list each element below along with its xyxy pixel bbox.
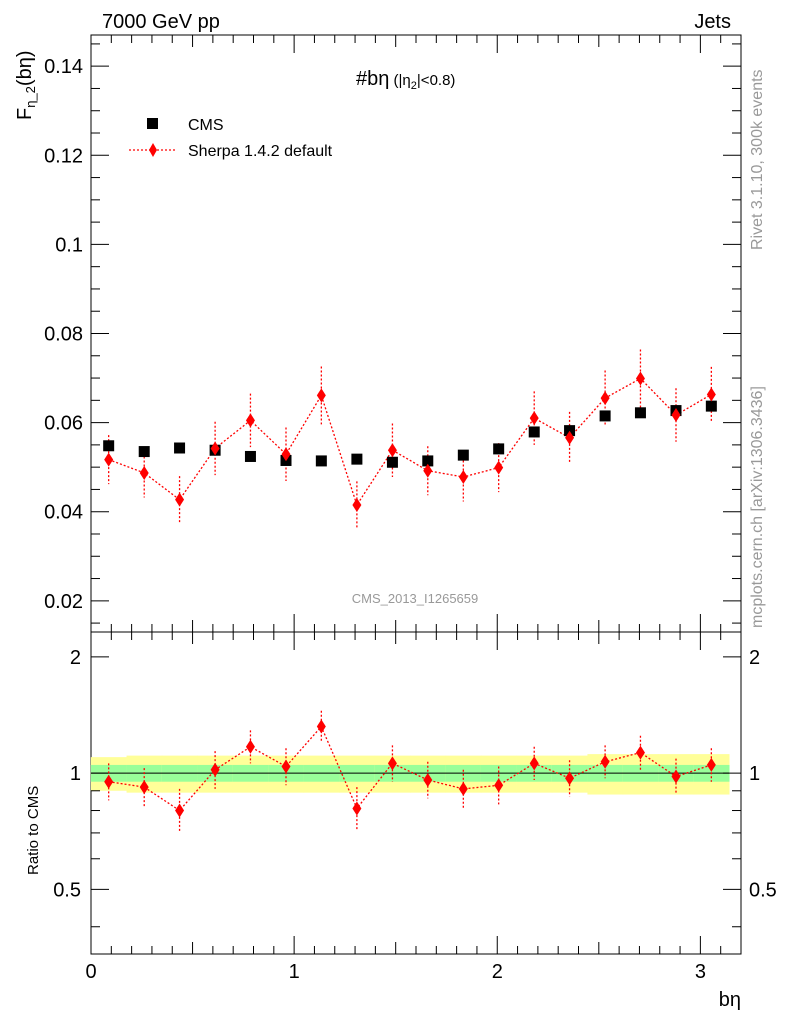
ratio-sherpa-point	[671, 769, 681, 784]
cms-point	[634, 407, 646, 419]
sherpa-point	[139, 465, 149, 480]
ratio-tick-label-right: 1	[749, 763, 760, 785]
ratio-uncertainty-bands	[90, 754, 730, 795]
ratio-tick-label-left: 2	[70, 647, 81, 669]
cms-point	[564, 425, 576, 437]
sherpa-point	[210, 441, 220, 456]
cms-point	[705, 400, 717, 412]
ratio-sherpa-point	[565, 771, 575, 786]
ratio-sherpa-point	[352, 801, 362, 816]
cms-point	[528, 426, 540, 438]
cms-point	[351, 453, 363, 465]
rivet-info-label: Rivet 3.1.10, 300k events	[749, 69, 766, 250]
sherpa-point	[706, 387, 716, 402]
analysis-watermark: CMS_2013_I1265659	[352, 591, 479, 606]
ratio-tick-label-right: 0.5	[749, 879, 777, 901]
ratio-sherpa-point	[600, 754, 610, 769]
sherpa-point	[245, 413, 255, 428]
header-left-label: 7000 GeV pp	[102, 11, 220, 33]
legend: CMS Sherpa 1.4.2 default	[129, 117, 333, 160]
x-axis-label: bη	[719, 989, 741, 1011]
sherpa-point	[387, 443, 397, 458]
x-tick-label: 3	[695, 961, 706, 983]
x-tick-label: 1	[289, 961, 300, 983]
legend-cms-marker	[147, 118, 158, 129]
x-axis-ticks: 0 1 2 3	[85, 35, 742, 983]
ratio-series-layer	[104, 710, 716, 833]
ratio-sherpa-point	[458, 781, 468, 796]
cms-point	[493, 443, 505, 455]
cms-point	[103, 440, 115, 452]
sherpa-point	[494, 460, 504, 475]
y-tick-label: 0.04	[44, 502, 83, 524]
sherpa-point	[352, 498, 362, 513]
sherpa-point	[671, 408, 681, 423]
cms-point	[138, 446, 150, 458]
ratio-sherpa-point	[104, 774, 114, 789]
ratio-sherpa-point	[245, 739, 255, 754]
sherpa-point	[565, 430, 575, 445]
sherpa-point	[316, 388, 326, 403]
y-axis-label: Fη_2(bη)	[14, 51, 38, 121]
y-tick-label: 0.1	[55, 234, 83, 256]
ratio-tick-label-left: 0.5	[53, 879, 81, 901]
sherpa-point	[104, 452, 114, 467]
ratio-sherpa-point	[635, 745, 645, 760]
cms-point	[315, 455, 327, 467]
ratio-sherpa-point	[139, 780, 149, 795]
ratio-y-axis-label: Ratio to CMS	[25, 786, 42, 875]
ratio-sherpa-point	[706, 757, 716, 772]
ratio-sherpa-point	[281, 759, 291, 774]
mcplots-info-label: mcplots.cern.ch [arXiv:1306.3436]	[749, 386, 766, 628]
ratio-sherpa-point	[529, 756, 539, 771]
legend-sherpa-marker	[149, 143, 157, 157]
cms-point	[457, 449, 469, 461]
y-tick-label: 0.14	[44, 56, 83, 78]
main-axis-ticks: 0.02 0.04 0.06 0.08 0.1 0.12 0.14	[44, 43, 741, 624]
sherpa-point	[635, 371, 645, 386]
ratio-sherpa-point	[494, 778, 504, 793]
cms-point	[174, 442, 186, 454]
y-tick-label: 0.12	[44, 145, 83, 167]
ratio-sherpa-point	[423, 772, 433, 787]
legend-cms-label: CMS	[188, 117, 224, 134]
ratio-tick-label-left: 1	[70, 763, 81, 785]
x-tick-label: 2	[492, 961, 503, 983]
y-tick-label: 0.06	[44, 413, 83, 435]
plot-title: #bη (|η2|<0.8)	[356, 68, 455, 92]
sherpa-point	[423, 463, 433, 478]
ratio-sherpa-point	[316, 719, 326, 734]
y-tick-label: 0.02	[44, 591, 83, 613]
cms-point	[599, 410, 611, 422]
ratio-tick-label-right: 2	[749, 647, 760, 669]
ratio-axis-ticks: 0.5 0.5 1 1 2 2	[53, 647, 777, 928]
sherpa-point	[600, 391, 610, 406]
cms-point	[422, 455, 434, 467]
sherpa-point	[458, 469, 468, 484]
ratio-sherpa-point	[175, 803, 185, 818]
cms-point	[386, 456, 398, 468]
main-series-layer	[103, 349, 717, 529]
x-tick-label: 0	[85, 961, 96, 983]
sherpa-point	[529, 411, 539, 426]
sherpa-point	[175, 492, 185, 507]
header-right-label: Jets	[694, 11, 731, 33]
cms-point	[244, 450, 256, 462]
sherpa-line	[108, 377, 712, 507]
sherpa-point	[281, 447, 291, 462]
legend-sherpa-label: Sherpa 1.4.2 default	[188, 143, 333, 160]
y-tick-label: 0.08	[44, 324, 83, 346]
ratio-sherpa-point	[387, 756, 397, 771]
ratio-sherpa-point	[210, 762, 220, 777]
